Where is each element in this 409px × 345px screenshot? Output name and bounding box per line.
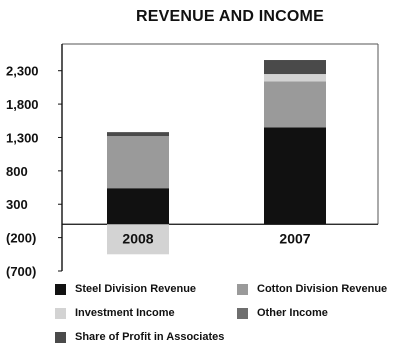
legend-label: Investment Income [75,307,175,319]
legend-item-share-of-profit-in-associates: Share of Profit in Associates [55,331,224,343]
legend-swatch-steel [55,283,66,295]
x-category-label: 2007 [279,230,310,246]
y-tick-label: 800 [6,164,28,179]
bar-segment-cotton-division-revenue-2007 [264,81,326,128]
y-tick-label: 1,300 [6,130,39,145]
legend-label: Share of Profit in Associates [75,331,225,343]
legend-item-other-income: Other Income [237,307,328,319]
y-tick-label: (200) [6,231,36,246]
legend-item-investment-income: Investment Income [55,307,175,319]
bar-segment-share-of-profit-in-associates-2008 [107,132,169,137]
bar-segment-steel-division-revenue-2008 [107,188,169,225]
chart-title: REVENUE AND INCOME [136,8,324,25]
legend-label: Cotton Division Revenue [257,283,388,295]
legend-swatch-investment [55,307,66,319]
x-axis-labels: 2008 2007 [122,230,310,246]
y-tick-label: 300 [6,197,28,212]
bars [107,60,326,255]
legend-label: Other Income [257,307,328,319]
bar-segment-steel-division-revenue-2007 [264,127,326,225]
x-category-label: 2008 [122,230,153,246]
legend-swatch-other [237,307,248,319]
bar-segment-investment-income-2007 [264,74,326,82]
bar-segment-investment-income-2008 [107,224,169,255]
legend-swatch-cotton [237,283,248,295]
y-tick-label: (700) [6,264,36,279]
legend-item-cotton-division-revenue: Cotton Division Revenue [237,283,387,295]
legend-item-steel-division-revenue: Steel Division Revenue [55,283,196,295]
y-tick-label: 2,300 [6,64,39,79]
legend: Steel Division Revenue Cotton Division R… [55,279,409,345]
bar-segment-share-of-profit-in-associates-2007 [264,60,326,75]
bar-segment-cotton-division-revenue-2008 [107,136,169,189]
legend-label: Steel Division Revenue [75,283,197,295]
y-tick-label: 1,800 [6,97,39,112]
legend-swatch-associates [55,331,66,343]
revenue-income-chart: 2,300 1,800 1,300 800 300 (200) (700) 2008 2007 [6,43,379,279]
